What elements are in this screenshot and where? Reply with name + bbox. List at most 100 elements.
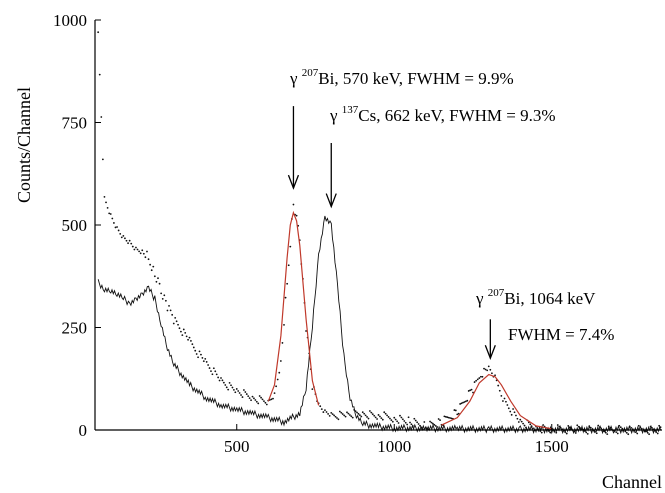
- data-point: [386, 414, 388, 417]
- data-point: [565, 432, 568, 435]
- x-tick-label: 1500: [535, 437, 569, 456]
- data-point: [265, 403, 268, 406]
- data-point: [149, 263, 152, 266]
- data-point: [276, 378, 279, 381]
- data-point: [348, 414, 351, 416]
- data-point: [407, 416, 410, 419]
- data-point: [278, 371, 281, 374]
- data-point: [532, 427, 535, 430]
- data-point: [284, 296, 287, 299]
- data-point: [180, 330, 182, 333]
- data-point: [111, 217, 114, 220]
- data-point: [234, 391, 237, 394]
- data-point: [586, 432, 589, 435]
- data-point: [184, 332, 187, 334]
- data-point: [161, 298, 164, 300]
- data-point: [396, 420, 399, 423]
- data-point: [366, 416, 368, 418]
- data-point: [247, 395, 250, 398]
- data-point: [208, 367, 211, 369]
- data-point: [371, 413, 374, 416]
- data-point: [383, 411, 386, 414]
- fit-curve: [267, 210, 320, 406]
- annotation-text: , 570 keV, FWHM = 9.9%: [334, 69, 513, 88]
- data-point: [136, 248, 139, 251]
- data-point: [215, 373, 218, 376]
- data-point: [128, 239, 131, 242]
- data-point: [328, 414, 331, 417]
- data-point: [487, 365, 490, 368]
- data-point: [243, 389, 245, 391]
- data-point: [380, 417, 383, 420]
- data-point: [228, 381, 231, 384]
- data-point: [146, 250, 148, 253]
- data-point: [283, 323, 285, 326]
- plot-area: [97, 31, 662, 436]
- data-point: [340, 411, 343, 414]
- data-point: [509, 410, 512, 413]
- annotation-line2: FWHM = 7.4%: [508, 325, 614, 344]
- data-point: [374, 416, 377, 419]
- data-point: [166, 309, 169, 312]
- data-point: [505, 400, 507, 403]
- data-point: [164, 299, 167, 302]
- data-point: [257, 402, 260, 405]
- data-point: [172, 322, 175, 325]
- data-point: [361, 411, 364, 414]
- data-point: [367, 417, 370, 420]
- data-point: [103, 196, 106, 198]
- data-point: [619, 426, 622, 429]
- data-point: [244, 391, 247, 393]
- data-point: [513, 411, 516, 414]
- annotation-element: Bi: [318, 69, 334, 88]
- data-point: [369, 410, 371, 412]
- data-point: [555, 431, 558, 434]
- data-point: [207, 364, 210, 366]
- data-point: [437, 418, 440, 420]
- data-point: [636, 432, 639, 435]
- data-point: [476, 378, 479, 381]
- data-point: [486, 369, 489, 372]
- data-point: [230, 384, 232, 387]
- data-point: [245, 393, 248, 395]
- data-point: [194, 349, 197, 352]
- data-point: [157, 277, 159, 280]
- data-point: [391, 420, 394, 423]
- data-point: [105, 201, 107, 204]
- data-point: [457, 412, 460, 415]
- data-point: [261, 398, 264, 401]
- data-point: [153, 275, 156, 278]
- data-point: [430, 421, 433, 424]
- data-point: [113, 222, 115, 224]
- data-point: [484, 368, 487, 371]
- annotation-label: γ 207Bi, 570 keV, FWHM = 9.9%: [289, 67, 514, 88]
- data-point: [255, 400, 258, 403]
- data-point: [168, 304, 170, 307]
- data-point: [597, 424, 600, 427]
- data-point: [330, 411, 333, 414]
- data-point: [258, 395, 261, 397]
- data-point: [500, 394, 503, 397]
- data-point: [517, 421, 520, 423]
- data-point: [529, 423, 532, 426]
- data-point: [469, 389, 472, 392]
- data-point: [171, 313, 174, 316]
- data-point: [127, 242, 129, 245]
- data-point: [135, 246, 137, 249]
- data-point: [218, 379, 221, 382]
- data-point: [439, 419, 441, 422]
- data-point: [464, 400, 467, 403]
- data-point: [512, 408, 514, 410]
- data-point: [163, 294, 166, 297]
- data-point: [322, 411, 325, 413]
- data-point: [364, 414, 367, 417]
- annotation-element: Cs: [358, 106, 376, 125]
- annotation-mass: 207: [302, 67, 319, 79]
- data-point: [549, 431, 552, 434]
- data-point: [446, 416, 449, 419]
- data-point: [147, 258, 150, 261]
- data-point: [370, 411, 373, 414]
- data-point: [273, 392, 276, 394]
- data-point: [637, 424, 640, 427]
